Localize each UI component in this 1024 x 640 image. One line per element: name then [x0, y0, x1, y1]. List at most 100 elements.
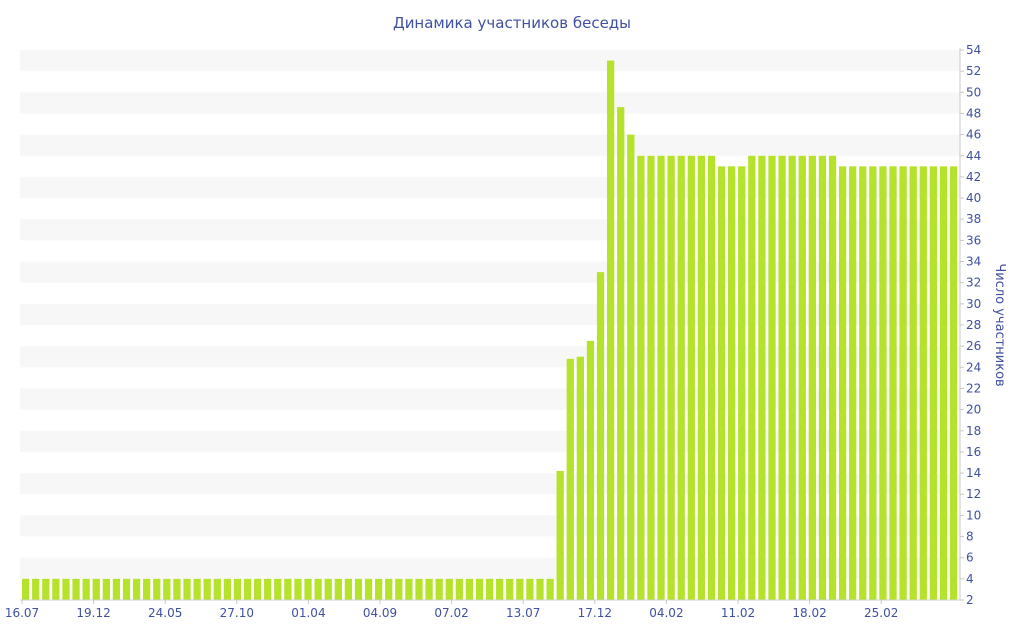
- bar: [596, 272, 605, 600]
- bar: [606, 60, 615, 600]
- bar: [284, 578, 292, 600]
- bar: [768, 155, 776, 600]
- bar: [385, 578, 393, 600]
- bar: [536, 578, 544, 600]
- y-tick-label: 42: [966, 170, 981, 184]
- bar: [526, 578, 534, 600]
- y-tick-label: 52: [966, 64, 981, 78]
- bar: [496, 578, 504, 600]
- x-axis: 16.07 19.12 24.05 27.10 01.04 04.09 07.02 13.07…: [5, 600, 898, 620]
- y-tick-label: 32: [966, 276, 981, 290]
- bar: [889, 166, 897, 600]
- grid-band: [20, 92, 960, 114]
- bar: [62, 578, 70, 600]
- y-tick-label: 38: [966, 212, 981, 226]
- bar: [949, 166, 958, 600]
- bar: [32, 578, 40, 600]
- bar: [586, 340, 595, 600]
- bar: [828, 155, 837, 600]
- x-tick-label: 16.07: [5, 606, 39, 620]
- y-tick-label: 4: [966, 572, 974, 586]
- y-tick-label: 12: [966, 487, 981, 501]
- bar: [788, 155, 796, 600]
- bar: [112, 578, 121, 600]
- y-tick-label: 2: [966, 593, 974, 607]
- bar: [657, 155, 665, 600]
- y-tick-label: 30: [966, 297, 981, 311]
- bar: [516, 578, 524, 600]
- y-tick-label: 14: [966, 466, 981, 480]
- y-tick-label: 34: [966, 255, 981, 269]
- grid-band: [20, 134, 960, 156]
- y-axis: 2468101214161820222426283032343638404244…: [959, 43, 981, 607]
- bar: [566, 358, 574, 600]
- x-tick-label: 04.02: [649, 606, 683, 620]
- x-tick-label: 04.09: [363, 606, 397, 620]
- y-tick-label: 22: [966, 381, 981, 395]
- y-tick-label: 50: [966, 85, 981, 99]
- bar: [193, 578, 201, 600]
- bar: [405, 578, 413, 600]
- bar: [334, 578, 342, 600]
- x-tick-label: 24.05: [148, 606, 182, 620]
- bar: [637, 155, 645, 600]
- bar: [92, 578, 100, 600]
- bar: [627, 134, 635, 600]
- y-tick-label: 54: [966, 43, 981, 57]
- x-tick-label: 18.02: [792, 606, 826, 620]
- bar: [859, 166, 867, 600]
- y-axis-title: Число участников: [992, 263, 1007, 386]
- bar: [576, 356, 584, 600]
- x-tick-label: 27.10: [220, 606, 254, 620]
- y-tick-label: 40: [966, 191, 981, 205]
- chart-title: Динамика участников беседы: [393, 14, 631, 32]
- bar: [899, 166, 907, 600]
- bar: [435, 578, 443, 600]
- bar: [455, 578, 463, 600]
- bar: [375, 578, 383, 600]
- bar: [82, 578, 90, 600]
- y-tick-label: 48: [966, 106, 981, 120]
- bar: [153, 578, 161, 600]
- bar: [465, 578, 474, 600]
- x-tick-label: 25.02: [864, 606, 898, 620]
- bar: [748, 155, 756, 600]
- bar: [314, 578, 322, 600]
- bar: [687, 155, 695, 600]
- x-tick-label: 19.12: [76, 606, 110, 620]
- bar: [203, 578, 211, 600]
- bar: [22, 578, 30, 600]
- y-tick-label: 18: [966, 424, 981, 438]
- bar: [929, 166, 937, 600]
- bar: [667, 155, 675, 600]
- bar: [818, 155, 827, 600]
- x-tick-label: 07.02: [434, 606, 468, 620]
- bar: [707, 155, 716, 600]
- bar: [445, 578, 453, 600]
- bar: [122, 578, 131, 600]
- y-tick-label: 8: [966, 530, 974, 544]
- bar: [415, 578, 423, 600]
- bar: [233, 578, 242, 600]
- bar: [395, 578, 403, 600]
- bar: [344, 578, 353, 600]
- y-tick-label: 26: [966, 339, 981, 353]
- bar: [798, 155, 806, 600]
- bar: [132, 578, 141, 600]
- bar: [42, 578, 50, 600]
- bar: [485, 578, 494, 600]
- bar: [72, 578, 80, 600]
- bar: [223, 578, 231, 600]
- x-tick-label: 11.02: [721, 606, 755, 620]
- y-tick-label: 46: [966, 128, 981, 142]
- bar: [243, 578, 252, 600]
- x-tick-label: 01.04: [291, 606, 325, 620]
- bar: [52, 578, 60, 600]
- bar: [324, 578, 332, 600]
- bar: [294, 578, 302, 600]
- bar: [183, 578, 191, 600]
- y-tick-label: 44: [966, 149, 981, 163]
- bar: [253, 578, 262, 600]
